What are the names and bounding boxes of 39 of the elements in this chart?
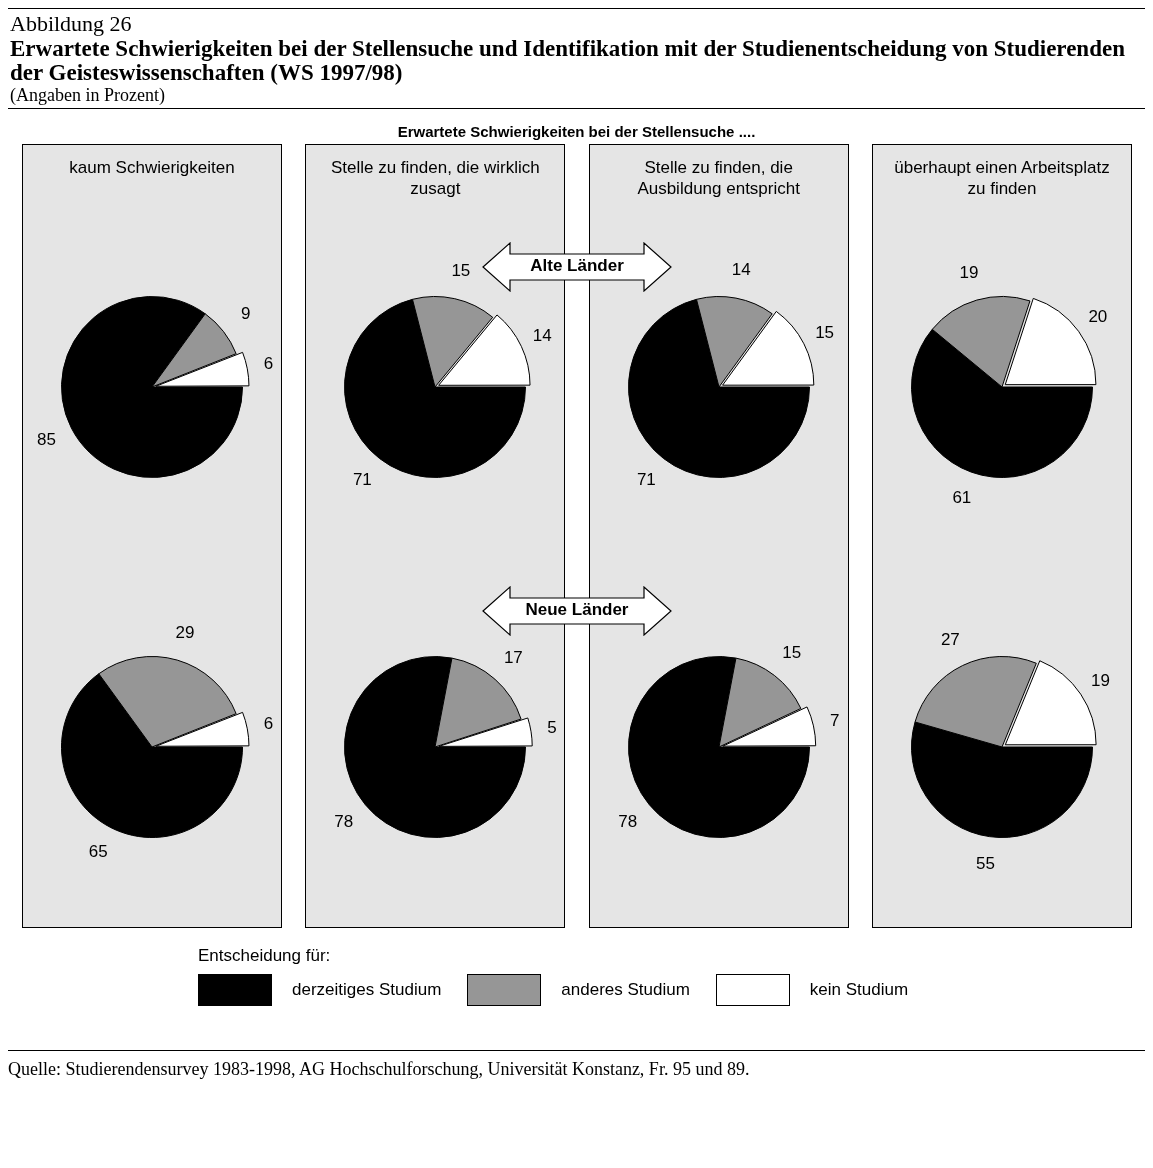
- legend-label: kein Studium: [809, 980, 909, 1000]
- data-label: 15: [781, 643, 801, 663]
- data-label: 15: [814, 322, 834, 342]
- data-label: 7: [829, 710, 840, 730]
- chart-title: kaum Schwierigkeiten: [68, 157, 236, 179]
- source-note: Quelle: Studierendensurvey 1983-1998, AG Hochschulforschung, Universität Konstanz, Fr. 95 und 89.: [8, 1050, 1145, 1080]
- data-label: 55: [975, 854, 995, 874]
- data-label: 71: [353, 470, 373, 490]
- data-label: 6: [263, 354, 274, 374]
- data-label: 14: [533, 326, 553, 346]
- data-label: 19: [959, 262, 979, 282]
- text: Erwartete Schwierigkeiten bei der Stellensuche und Identifikation mit der Studienentscheidung von Studierenden der Geisteswissenschaften (WS 1997/98): [10, 36, 1126, 85]
- chart-title: Stelle zu finden, die wirklich zusagt: [329, 157, 541, 200]
- text: Abbildung 26: [10, 11, 133, 37]
- text: Erwartete Schwierigkeiten bei der Stellensuche ....: [396, 123, 757, 140]
- legend-label: anderes Studium: [561, 980, 690, 1000]
- data-label: 17: [504, 647, 524, 667]
- data-label: 78: [334, 812, 354, 832]
- legend-title: Entscheidung für:: [198, 946, 332, 966]
- data-label: 14: [731, 260, 751, 280]
- data-label: 65: [88, 842, 108, 862]
- chart-title: überhaupt einen Arbeitsplatz zu finden: [893, 157, 1111, 200]
- text: Neue Länder: [524, 600, 630, 620]
- data-label: 85: [36, 430, 56, 450]
- data-label: 15: [451, 261, 471, 281]
- legend-label: derzeitiges Studium: [292, 980, 442, 1000]
- text: Alte Länder: [529, 256, 625, 276]
- data-label: 71: [636, 470, 656, 490]
- data-label: 27: [940, 630, 960, 650]
- data-label: 61: [952, 488, 972, 508]
- data-label: 6: [263, 714, 274, 734]
- data-label: 5: [547, 718, 558, 738]
- data-label: 9: [240, 304, 251, 324]
- data-label: 19: [1090, 670, 1110, 690]
- data-label: 29: [175, 622, 195, 642]
- text: (Angaben in Prozent): [10, 85, 166, 106]
- chart-title: Stelle zu finden, die Ausbildung entspricht: [636, 157, 801, 200]
- data-label: 78: [617, 812, 637, 832]
- data-label: 20: [1088, 307, 1108, 327]
